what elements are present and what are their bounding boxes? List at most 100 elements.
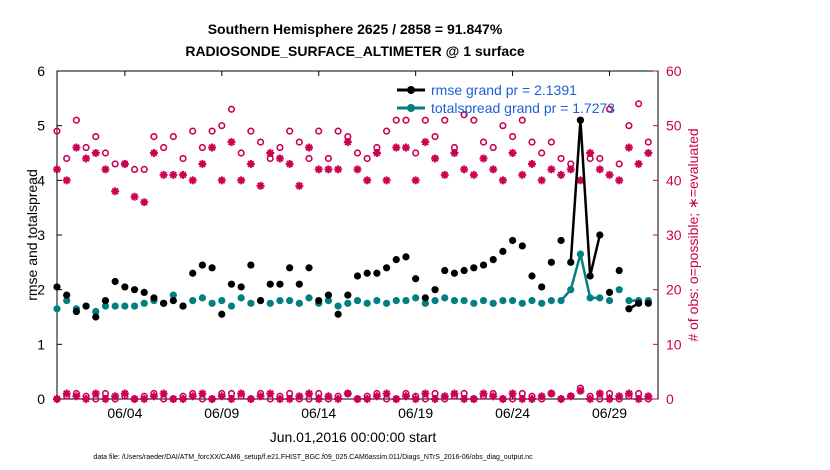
obs-bottom-evaluated-point: [62, 389, 71, 398]
obs-evaluated-point: [411, 176, 420, 185]
obs-possible-point: [460, 111, 468, 119]
obs-bottom-evaluated-point: [586, 395, 595, 403]
spread-point: [538, 299, 546, 307]
rmse-point: [538, 283, 546, 291]
obs-possible-point: [72, 116, 80, 124]
obs-evaluated-point: [644, 149, 653, 157]
obs-evaluated-point: [440, 170, 449, 179]
obs-possible-point: [53, 127, 61, 135]
obs-possible-point: [130, 165, 139, 173]
obs-bottom-evaluated-point: [547, 389, 556, 398]
obs-evaluated-point: [334, 165, 343, 174]
spread-point: [53, 305, 61, 313]
spread-point: [605, 297, 614, 305]
rmse-point: [218, 310, 226, 318]
spread-point: [353, 297, 362, 305]
spread-point: [286, 297, 294, 305]
obs-possible-point: [528, 138, 536, 146]
obs-possible-point: [334, 127, 342, 135]
obs-possible-point: [605, 105, 614, 113]
obs-evaluated-point: [111, 187, 120, 196]
obs-possible-point: [596, 154, 604, 163]
y-left-tick-label: 4: [37, 172, 45, 188]
obs-bottom-evaluated-point: [605, 395, 614, 403]
obs-bottom-evaluated-point: [489, 392, 498, 401]
legend-rmse-label: rmse grand pr = 2.1391: [431, 82, 577, 98]
obs-bottom-evaluated-point: [266, 389, 275, 398]
rmse-point: [169, 297, 177, 305]
rmse-point: [82, 302, 90, 310]
spread-line-segment: [569, 253, 582, 290]
obs-evaluated-point: [275, 154, 284, 163]
obs-bottom-evaluated-point: [440, 392, 449, 401]
obs-possible-point: [508, 133, 517, 141]
rmse-point: [421, 294, 429, 302]
spread-point: [63, 297, 71, 305]
plot-area: [56, 70, 659, 400]
data-file-footnote: data file: /Users/raeder/DAI/ATM_forcXX/…: [93, 454, 533, 461]
obs-bottom-evaluated-point: [479, 389, 488, 398]
y-axis-left-label: rmse and totalspread: [24, 169, 40, 301]
rmse-point: [373, 269, 381, 277]
obs-bottom-evaluated-point: [140, 395, 149, 403]
obs-possible-point: [198, 143, 207, 152]
y-right-tick-label: 0: [666, 391, 674, 407]
rmse-point: [324, 291, 333, 299]
rmse-point: [179, 302, 187, 310]
obs-possible-point: [479, 138, 488, 146]
obs-bottom-evaluated-point: [149, 392, 158, 401]
obs-bottom-evaluated-point: [179, 395, 188, 403]
obs-possible-point: [635, 100, 643, 108]
rmse-point: [63, 291, 71, 299]
obs-bottom-evaluated-point: [82, 395, 91, 403]
obs-bottom-evaluated-point: [217, 392, 226, 401]
spread-point: [373, 297, 381, 305]
obs-evaluated-point: [382, 176, 391, 185]
rmse-point: [644, 299, 652, 307]
spread-point: [92, 307, 100, 316]
y-left-tick-label: 6: [37, 63, 45, 79]
rmse-point: [72, 307, 80, 316]
obs-bottom-evaluated-point: [120, 389, 129, 398]
obs-evaluated-point: [227, 138, 236, 147]
rmse-point: [441, 266, 449, 275]
obs-possible-point: [644, 138, 652, 146]
obs-possible-point: [82, 143, 90, 152]
obs-evaluated-point: [431, 154, 440, 163]
obs-evaluated-point: [72, 143, 81, 152]
obs-possible-point: [179, 154, 187, 163]
spread-point: [189, 297, 197, 305]
obs-bottom-evaluated-point: [498, 395, 507, 403]
rmse-point: [382, 264, 391, 272]
rmse-point: [101, 297, 110, 305]
obs-evaluated-point: [188, 176, 197, 185]
rmse-line-segment: [628, 302, 640, 310]
obs-possible-point: [276, 143, 284, 152]
obs-evaluated-point: [392, 143, 401, 152]
obs-bottom-evaluated-point: [101, 395, 110, 403]
obs-evaluated-point: [130, 192, 139, 201]
obs-bottom-evaluated-point: [518, 395, 527, 403]
obs-evaluated-point: [547, 165, 556, 174]
obs-bottom-evaluated-point: [305, 389, 314, 398]
obs-possible-point: [392, 116, 400, 124]
obs-possible-point: [305, 154, 313, 163]
rmse-point: [208, 264, 216, 272]
obs-possible-point: [247, 127, 255, 135]
spread-point: [344, 299, 352, 307]
spread-point: [479, 297, 488, 305]
obs-possible-point: [324, 154, 333, 163]
obs-evaluated-point: [179, 170, 188, 179]
obs-evaluated-point: [246, 159, 255, 168]
rmse-point: [247, 261, 255, 269]
y-right-tick-label: 10: [666, 336, 682, 352]
obs-evaluated-point: [508, 149, 517, 157]
obs-possible-point: [353, 149, 362, 157]
rmse-point: [256, 297, 265, 305]
legend-rmse-marker: [407, 86, 415, 94]
obs-evaluated-point: [62, 176, 71, 185]
obs-evaluated-point: [489, 165, 498, 174]
obs-bottom-evaluated-point: [634, 395, 643, 403]
obs-evaluated-point: [198, 159, 207, 168]
obs-bottom-evaluated-point: [537, 392, 546, 401]
